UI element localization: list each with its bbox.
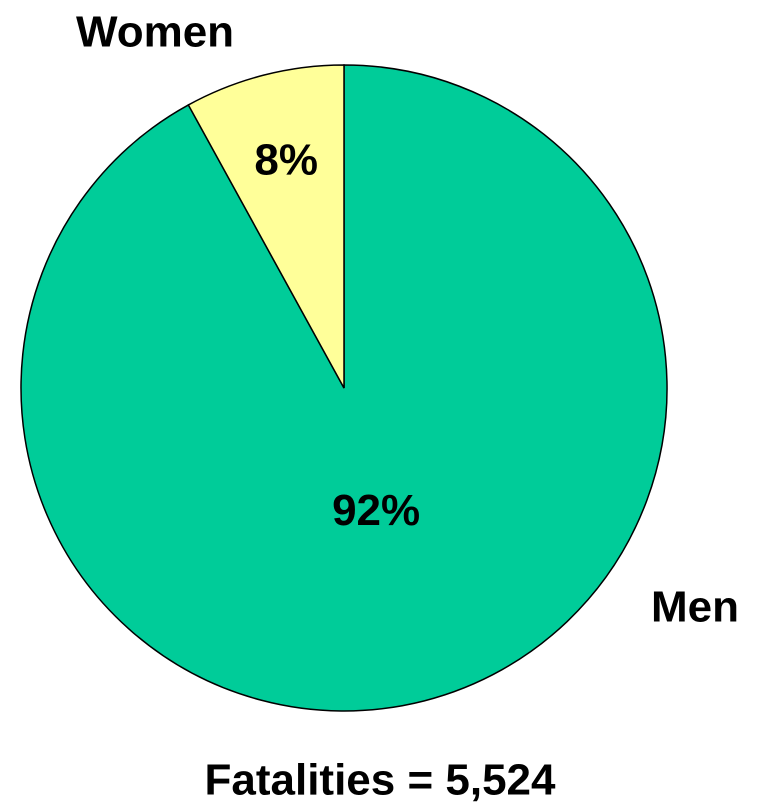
value-label: 8%: [254, 135, 318, 184]
category-label: Women: [76, 8, 234, 57]
pie-slice: [187, 64, 345, 389]
value-label: 92%: [332, 486, 420, 535]
category-label: Men: [651, 583, 739, 632]
caption: Fatalities = 5,524: [205, 756, 557, 805]
